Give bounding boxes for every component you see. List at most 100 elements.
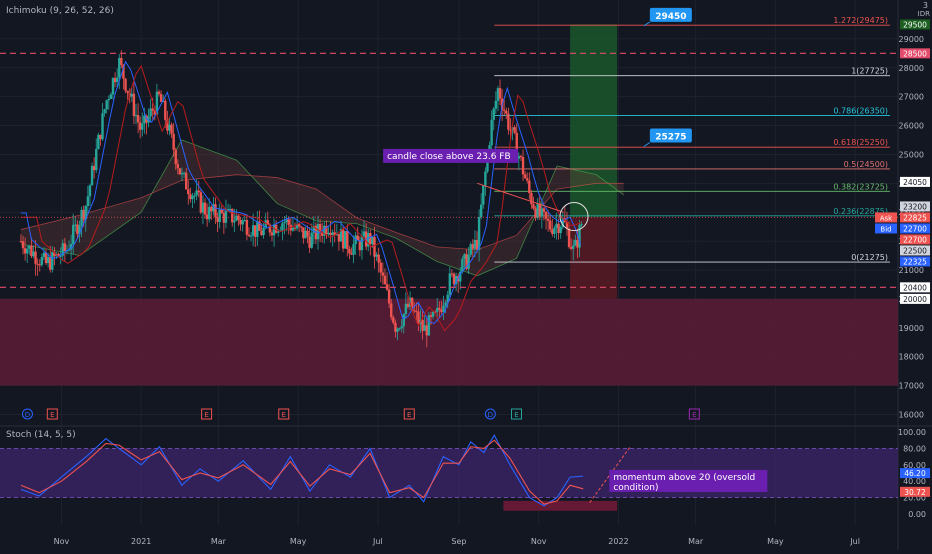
target-callout-label: 25275 [655,133,686,143]
candle-body [170,124,173,134]
earnings-marker [46,408,58,420]
target-callout-box [649,128,692,143]
candle-body [61,243,64,256]
candle-body [400,326,403,329]
candle-body [38,264,41,266]
candle-body [300,226,303,228]
currency-label: IDR [918,10,930,18]
candle-body [111,78,115,95]
event-marker-letter: E [204,411,208,419]
price-tag-label: 24050 [903,178,927,187]
candle-body [90,165,94,186]
candle-body [473,239,477,249]
candle-body [498,88,502,99]
candle-body [304,230,307,239]
candle-body [553,227,556,234]
candle-body [526,178,529,181]
candle-body [295,224,299,229]
earnings-marker [688,408,700,420]
candle-body [469,244,472,255]
candle-body [421,319,424,331]
candle-body [220,209,223,213]
annotation-candle-close: candle close above 23.6 FB [387,152,511,162]
price-tag-box [900,256,930,267]
candle-body [157,91,161,95]
candle-body [138,122,142,130]
candle-body [88,185,92,197]
candle-body [492,108,495,120]
candle-body [333,232,336,235]
candle-body [459,271,462,282]
stoch-tag-label: 46.20 [904,469,926,478]
candle-body [109,94,113,100]
price-tick-label: 29000 [899,35,924,44]
candle-body [425,325,428,336]
stoch-legend[interactable]: Stoch (14, 5, 5) [6,430,76,440]
event-marker-letter: D [488,411,493,419]
candle-body [578,224,581,248]
candle-body [335,233,339,235]
momentum-arrow [589,446,631,503]
candle-body [521,157,525,175]
candle-body [551,229,554,234]
event-marker-letter: D [25,411,30,419]
candle-body [241,220,244,225]
candle-body [540,208,544,217]
candle-body [490,119,493,146]
candle-body [239,219,242,225]
candle-body [358,240,362,251]
candle-body [155,91,159,115]
candle-body [381,272,385,276]
price-tag-box [900,48,930,59]
candle-body [182,172,186,174]
stop-zone [570,217,618,299]
candle-body [331,232,334,235]
candle-body [549,220,552,230]
price-tag-box [900,19,930,30]
candle-body [208,206,211,220]
candle-body [373,236,376,257]
stoch-tag-box [900,486,930,497]
senkou-span-a [20,139,624,277]
candle-body [86,196,90,206]
candle-body [505,110,508,114]
price-tag-label: 29500 [903,20,927,29]
candle-body [559,227,562,234]
stoch-tick-label: 40.00 [903,477,926,486]
candle-body [387,289,391,304]
price-tag-box [900,212,930,223]
candle-body [193,195,196,197]
candle-body [136,115,140,123]
candle-body [164,100,167,120]
price-tag-box [900,245,930,256]
candle-body [308,236,311,248]
candle-body [444,302,447,306]
candle-body [101,113,104,140]
candle-body [479,204,483,218]
candle-body [557,223,560,234]
candle-body [277,230,280,233]
candle-body [454,276,458,285]
candle-body [247,234,251,237]
candle-body [390,303,393,318]
cloud-fill [20,140,624,276]
target-callout-pointer [643,21,651,27]
ichimoku-legend[interactable]: Ichimoku (9, 26, 52, 26) [6,6,114,16]
candle-body [74,224,77,226]
candle-body [178,168,182,175]
stoch-tick-label: 100.00 [898,428,926,437]
candle-body [268,224,272,233]
candle-body [515,132,518,159]
candle-body [199,192,203,213]
candle-body [21,241,25,249]
candle-body [201,202,205,213]
candle-body [356,235,359,241]
candle-body [371,236,374,245]
candle-body [297,224,301,227]
candle-body [264,220,267,228]
candle-body [442,305,445,312]
candle-body [431,311,435,317]
